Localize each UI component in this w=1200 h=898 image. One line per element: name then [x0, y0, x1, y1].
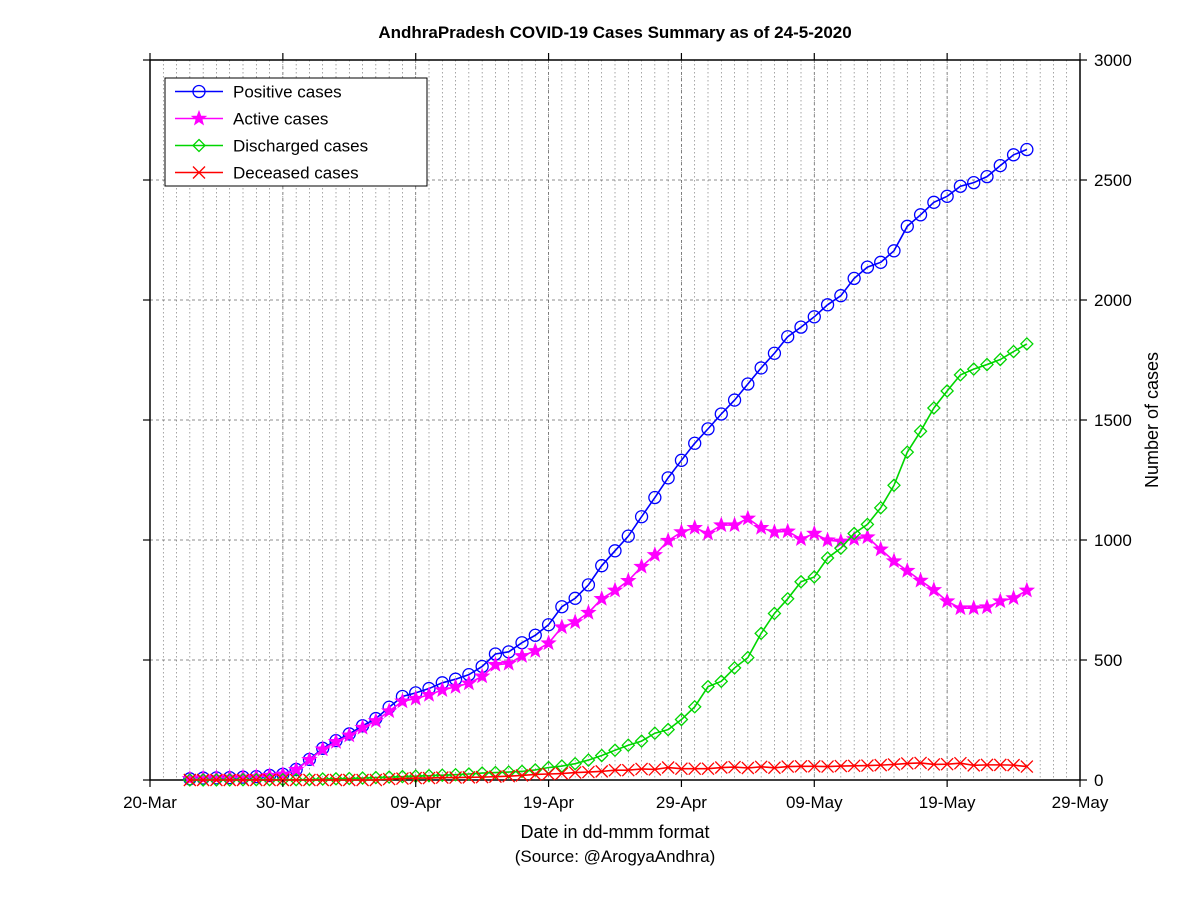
svg-text:30-Mar: 30-Mar: [256, 793, 310, 812]
svg-text:3000: 3000: [1094, 51, 1132, 70]
svg-text:29-Apr: 29-Apr: [656, 793, 707, 812]
chart-svg: 20-Mar 30-Mar 09-Apr 19-Apr 29-Apr 09-May 19-M…: [0, 0, 1200, 898]
legend-item: Positive cases: [233, 83, 342, 102]
svg-text:1000: 1000: [1094, 531, 1132, 550]
svg-text:20-Mar: 20-Mar: [123, 793, 177, 812]
chart-container: 20-Mar 30-Mar 09-Apr 19-Apr 29-Apr 09-May 19-M…: [0, 0, 1200, 898]
source-label: (Source: @ArogyaAndhra): [515, 847, 716, 866]
svg-text:19-Apr: 19-Apr: [523, 793, 574, 812]
svg-text:2000: 2000: [1094, 291, 1132, 310]
svg-text:19-May: 19-May: [919, 793, 976, 812]
svg-text:0: 0: [1094, 771, 1103, 790]
svg-text:29-May: 29-May: [1052, 793, 1109, 812]
svg-text:09-Apr: 09-Apr: [390, 793, 441, 812]
svg-text:1500: 1500: [1094, 411, 1132, 430]
svg-text:2500: 2500: [1094, 171, 1132, 190]
svg-text:500: 500: [1094, 651, 1122, 670]
chart-title: AndhraPradesh COVID-19 Cases Summary as …: [378, 23, 851, 42]
y-axis-label: Number of cases: [1142, 352, 1162, 488]
legend-item: Deceased cases: [233, 164, 359, 183]
svg-text:09-May: 09-May: [786, 793, 843, 812]
legend-item: Discharged cases: [233, 137, 368, 156]
x-axis-label: Date in dd-mmm format: [520, 822, 709, 842]
legend-item: Active cases: [233, 110, 328, 129]
